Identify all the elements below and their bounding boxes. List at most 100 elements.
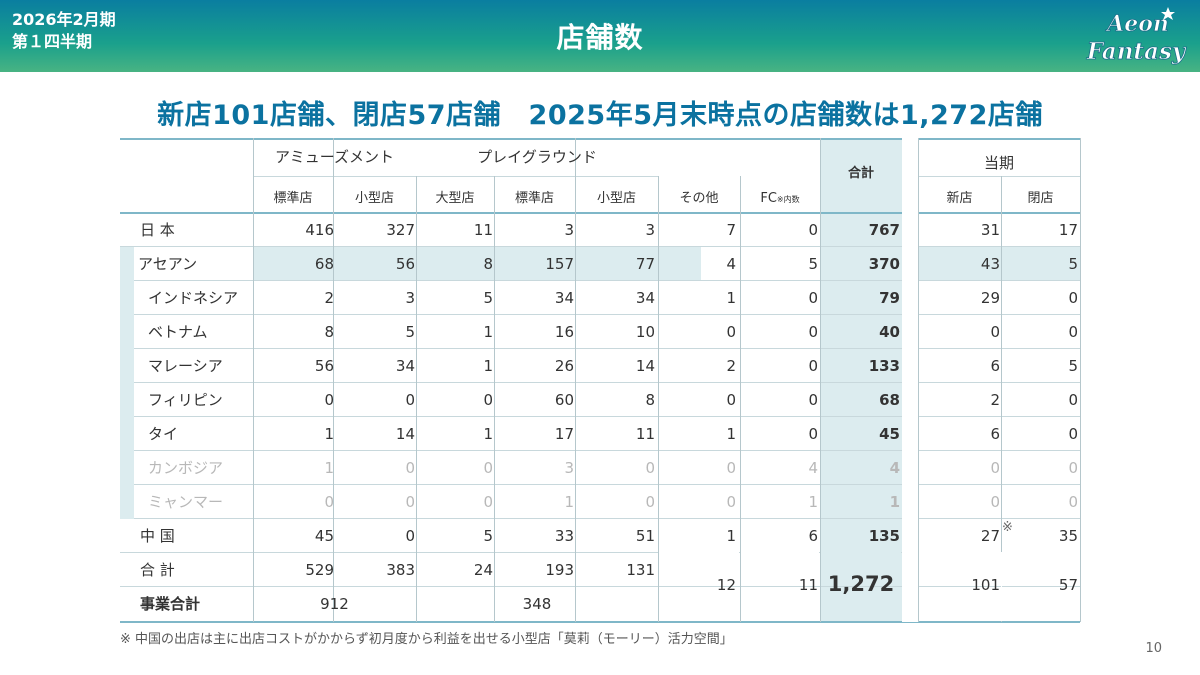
- cell-value: 0: [405, 527, 415, 545]
- header-fc: FC※内数: [740, 189, 820, 210]
- cell-value: 33: [554, 527, 574, 545]
- cell-value: 34: [635, 289, 655, 307]
- cell-value: 0: [990, 323, 1000, 341]
- header-other: その他: [679, 191, 719, 206]
- cell-value: 68: [314, 255, 334, 273]
- row-total-value: 4: [889, 459, 900, 477]
- row-label: タイ: [148, 425, 179, 443]
- cell-value: 1: [324, 425, 334, 443]
- header-bar: 2026年2月期 第１四半期 店舗数 Aeon Fantasy: [0, 0, 1200, 72]
- cell-value: 416: [305, 221, 334, 239]
- cell-value: 4: [726, 255, 736, 273]
- star-icon: [1161, 7, 1175, 20]
- row-total-value: 135: [868, 527, 900, 545]
- column-line: [658, 176, 659, 622]
- cell-value: 2: [726, 357, 736, 375]
- cell-value: 0: [405, 391, 415, 409]
- cell-value: 10: [635, 323, 655, 341]
- merge-mask-fc: [741, 552, 819, 554]
- cell-value: 0: [483, 493, 493, 511]
- subheader-play-std: 標準店: [514, 191, 554, 206]
- summary-playground: 348: [522, 595, 552, 613]
- row-line: [134, 416, 1080, 417]
- cell-value: 529: [305, 561, 334, 579]
- asean-subregion-band: [120, 247, 134, 519]
- cell-value: 43: [980, 255, 1000, 273]
- row-label: ミャンマー: [148, 493, 224, 511]
- cell-value: 2: [324, 289, 334, 307]
- cell-value: 0: [726, 391, 736, 409]
- row-label: 日 本: [140, 221, 175, 239]
- cell-value: 45: [314, 527, 334, 545]
- cell-value: 5: [483, 527, 493, 545]
- subheader-play-large: 大型店: [435, 191, 475, 206]
- column-line: [820, 138, 821, 622]
- cell-value: 0: [808, 425, 818, 443]
- row-line: [134, 518, 1080, 519]
- column-line: [253, 138, 254, 622]
- summary-amusement: 912: [320, 595, 349, 613]
- merge-mask-play1: [495, 588, 574, 621]
- cell-value: 0: [1068, 391, 1078, 409]
- cell-value: 1: [483, 323, 493, 341]
- row-total-value: 133: [868, 357, 900, 375]
- cell-value: 0: [405, 459, 415, 477]
- logo-text-bottom: Fantasy: [1086, 38, 1187, 65]
- cell-value: 1: [564, 493, 574, 511]
- cell-value: 6: [990, 357, 1000, 375]
- column-gap: [902, 138, 918, 622]
- cell-value: 1: [726, 425, 736, 443]
- cell-value: 0: [1068, 459, 1078, 477]
- asean-row-highlight: [253, 247, 701, 281]
- page-number: 10: [1145, 641, 1162, 656]
- store-count-table: アミューズメント プレイグラウンド その他 FC※内数 合計 当期 標準店 小型店 大型店 標準店…: [120, 138, 1081, 623]
- cell-value: 3: [645, 221, 655, 239]
- cell-value: 1: [726, 527, 736, 545]
- row-label: 中 国: [140, 527, 175, 545]
- page-title: 店舗数: [556, 21, 644, 54]
- subheader-closed: 閉店: [1027, 191, 1054, 206]
- row-label: アセアン: [138, 255, 198, 273]
- cell-value: 11: [473, 221, 493, 239]
- cell-value: 3: [564, 459, 574, 477]
- headline: 新店101店舗、閉店57店舗 2025年5月末時点の店舗数は1,272店舗: [157, 100, 1043, 131]
- cell-value: 8: [324, 323, 334, 341]
- cell-value: 0: [808, 323, 818, 341]
- cell-value: 0: [645, 459, 655, 477]
- subheader-new: 新店: [946, 191, 973, 206]
- cell-value: 51: [635, 527, 655, 545]
- cell-value: 0: [990, 459, 1000, 477]
- cell-value: 0: [808, 289, 818, 307]
- aeon-fantasy-logo: Aeon Fantasy: [1085, 7, 1187, 65]
- cell-value: 5: [1068, 255, 1078, 273]
- cell-value: 0: [808, 391, 818, 409]
- summary-fc: 11: [798, 576, 818, 594]
- row-line: [134, 314, 1080, 315]
- cell-value: 56: [314, 357, 334, 375]
- header-mid-line-current: [918, 176, 1080, 177]
- merge-mask-other: [659, 552, 739, 554]
- row-total-value: 68: [879, 391, 900, 409]
- cell-value: 0: [1068, 493, 1078, 511]
- row-label: カンボジア: [148, 459, 224, 477]
- subheader-play-small: 小型店: [596, 191, 636, 206]
- row-total-value: 1: [889, 493, 900, 511]
- header-total: 合計: [847, 166, 874, 181]
- header-current: 当期: [983, 154, 1014, 172]
- fiscal-quarter: 第１四半期: [12, 32, 93, 51]
- row-total-value: 767: [868, 221, 900, 239]
- row-total-value: 370: [868, 255, 900, 273]
- cell-value: 0: [808, 221, 818, 239]
- row-line: [134, 450, 1080, 451]
- cell-value: 0: [1068, 425, 1078, 443]
- cell-value: 6: [808, 527, 818, 545]
- column-line: [416, 176, 417, 622]
- cell-value: 1: [726, 289, 736, 307]
- header-bottom-line: [120, 212, 1080, 214]
- cell-value: 0: [483, 391, 493, 409]
- column-line: [740, 176, 741, 622]
- cell-value: 3: [405, 289, 415, 307]
- cell-value: 0: [324, 391, 334, 409]
- cell-value: 2: [990, 391, 1000, 409]
- cell-value: 4: [808, 459, 818, 477]
